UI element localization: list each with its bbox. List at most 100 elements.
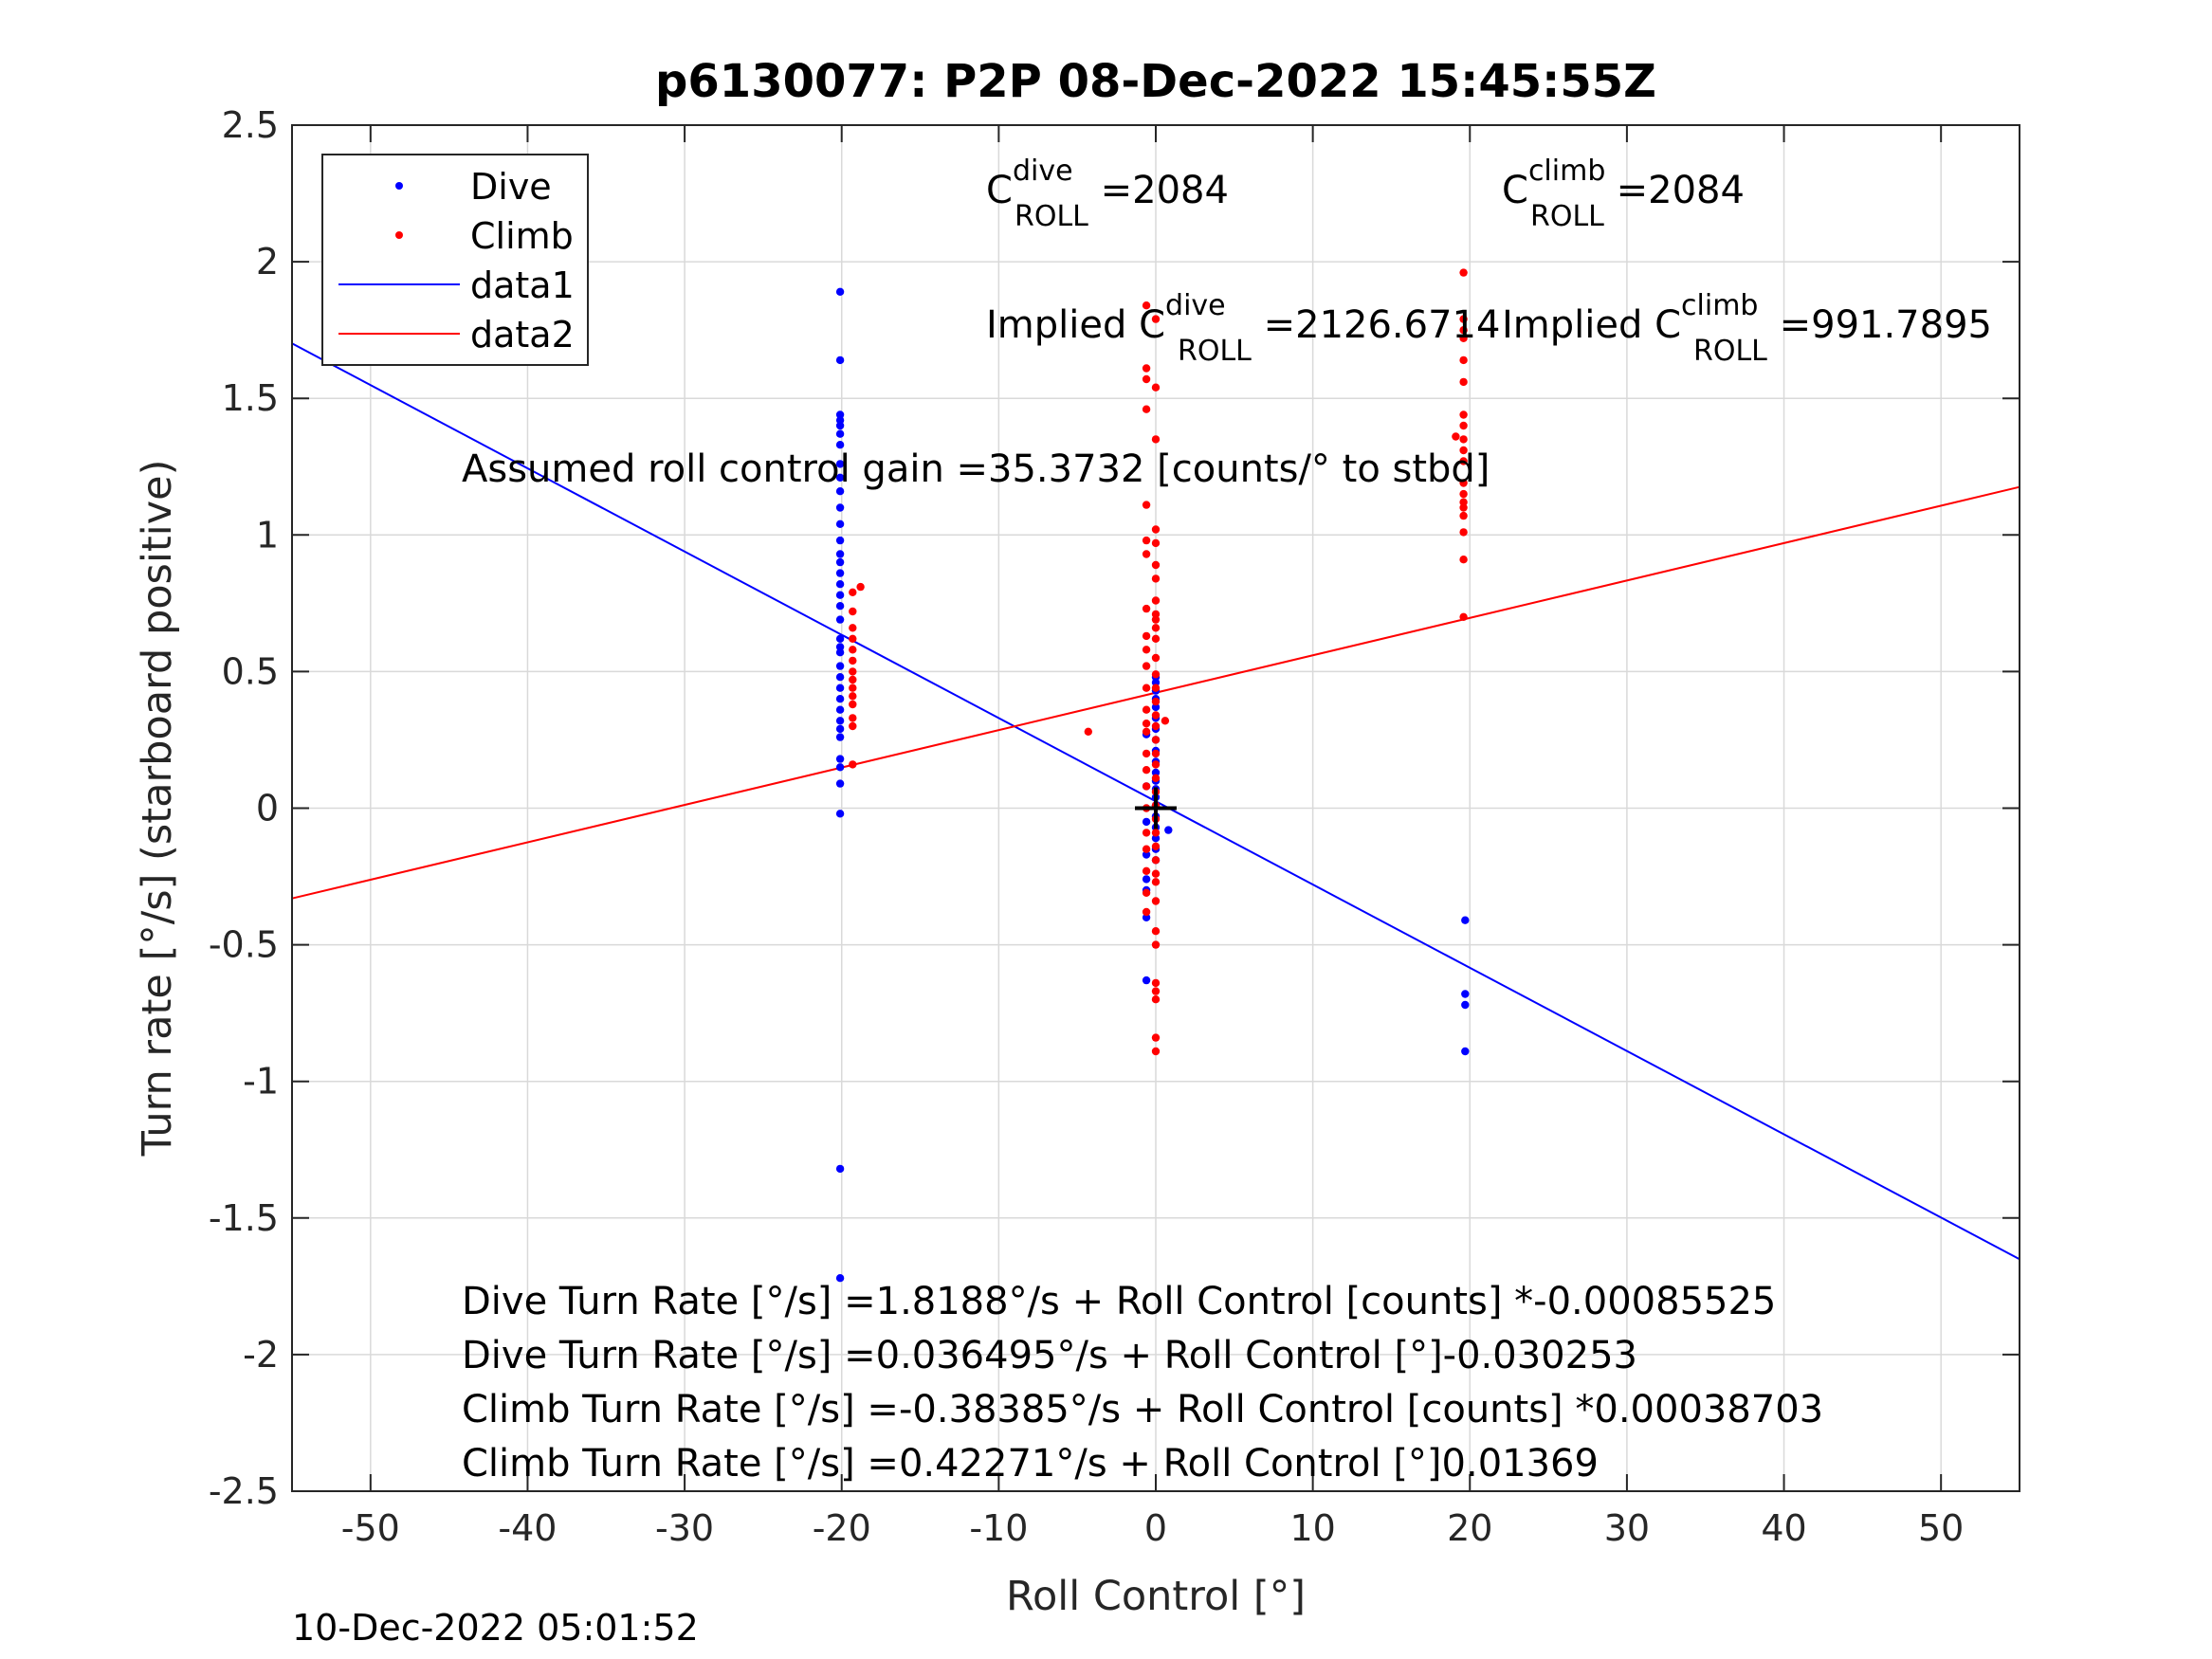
climb-point	[849, 588, 857, 596]
climb-point	[1142, 405, 1151, 413]
climb-point	[1459, 356, 1468, 365]
dive-point	[835, 591, 845, 599]
climb-point	[1452, 432, 1460, 441]
climb-point	[1459, 511, 1468, 520]
climb-point	[1142, 536, 1151, 545]
climb-point	[849, 700, 857, 709]
dive-point	[835, 724, 845, 734]
climb-point	[1151, 574, 1161, 583]
x-tick-label: -30	[655, 1507, 714, 1549]
dive-point	[835, 662, 845, 670]
dive-point	[835, 648, 845, 657]
climb-point	[1459, 421, 1468, 430]
dive-point	[835, 550, 845, 558]
climb-point	[1151, 711, 1161, 720]
dive-point	[835, 733, 845, 741]
c-dive-sup: dive	[1013, 155, 1073, 188]
implied-climb-base: Implied C	[1502, 303, 1681, 347]
dive-point	[835, 429, 845, 438]
legend-dive-marker	[395, 182, 403, 190]
implied-dive-annotation: Implied Cdive ROLL =2126.6714	[986, 289, 1500, 368]
dive-point	[1142, 975, 1151, 985]
c-climb-base: C	[1502, 169, 1528, 212]
chart-title: p6130077: P2P 08-Dec-2022 15:45:55Z	[655, 55, 1656, 108]
climb-point	[1142, 749, 1151, 758]
y-tick-label: -1.5	[209, 1197, 279, 1239]
tick-labels: -50 -40 -30 -20 -10 0 10 20 30 40 50-2.5-2-1.5-1-0…	[209, 104, 1965, 1549]
dive-point	[1142, 913, 1151, 921]
y-axis-label: Turn rate [°/s] (starboard positive)	[134, 460, 181, 1158]
climb-point	[849, 634, 857, 643]
climb-point	[1459, 489, 1468, 499]
climb-point	[1142, 646, 1151, 654]
climb-point	[1151, 897, 1161, 905]
climb-point	[1151, 670, 1161, 679]
climb-point	[1151, 736, 1161, 744]
climb-point	[1151, 927, 1161, 936]
climb-point	[1151, 842, 1161, 850]
climb-point	[1459, 556, 1468, 564]
legend-data1-label: data1	[470, 264, 575, 306]
climb-point	[849, 760, 857, 769]
y-tick-label: 0	[256, 788, 279, 830]
y-tick-label: -0.5	[209, 924, 279, 966]
y-tick-label: 2.5	[222, 104, 279, 146]
dive-point	[1461, 916, 1470, 924]
dive-point	[1151, 702, 1161, 712]
climb-point	[1142, 705, 1151, 714]
climb-point	[1151, 634, 1161, 643]
y-tick-label: 2	[256, 241, 279, 283]
c-climb-annotation: Cclimb ROLL =2084	[1502, 155, 1745, 233]
dive-point	[835, 755, 845, 763]
climb-point	[1142, 720, 1151, 728]
climb-point	[849, 656, 857, 665]
x-tick-label: 10	[1289, 1507, 1335, 1549]
c-dive-value: =2084	[1088, 169, 1229, 212]
c-climb-value: =2084	[1604, 169, 1745, 212]
dive-point	[835, 356, 845, 365]
dive-fit-counts-text: Dive Turn Rate [°/s] =1.8188°/s + Roll C…	[462, 1280, 1776, 1323]
climb-point	[1151, 995, 1161, 1004]
dive-point	[835, 287, 845, 296]
climb-point	[1459, 446, 1468, 455]
dive-point	[835, 421, 845, 430]
y-tick-label: 1.5	[222, 377, 279, 419]
climb-point	[849, 667, 857, 676]
implied-dive-sup: dive	[1165, 289, 1226, 322]
legend-climb-marker	[395, 231, 403, 239]
climb-point	[849, 607, 857, 616]
dive-point	[835, 503, 845, 512]
climb-point	[1151, 878, 1161, 886]
dive-point	[1164, 826, 1173, 834]
dive-point	[1151, 768, 1161, 777]
dive-point	[835, 520, 845, 528]
climb-point	[849, 684, 857, 692]
climb-point	[1142, 684, 1151, 692]
dive-point	[835, 460, 845, 468]
climb-point	[1151, 856, 1161, 865]
climb-point	[1151, 760, 1161, 769]
climb-point	[1151, 1033, 1161, 1042]
climb-point	[1459, 503, 1468, 512]
x-tick-label: -50	[341, 1507, 400, 1549]
dive-point	[835, 410, 845, 419]
climb-point	[1459, 268, 1468, 277]
climb-point	[1459, 528, 1468, 537]
dive-point	[835, 705, 845, 714]
dive-point	[835, 810, 845, 818]
climb-point	[1142, 866, 1151, 875]
climb-point	[1142, 550, 1151, 558]
legend-box	[321, 154, 589, 366]
climb-point	[1151, 525, 1161, 534]
climb-point	[1151, 987, 1161, 995]
dive-point	[835, 634, 845, 643]
implied-dive-sub: ROLL	[1178, 335, 1252, 368]
dive-point	[1461, 1047, 1470, 1056]
implied-climb-annotation: Implied Cclimb ROLL =991.7895	[1502, 289, 1992, 368]
dive-point	[835, 779, 845, 788]
legend: Dive Climb data1 data2	[321, 154, 589, 366]
dive-point	[835, 557, 845, 567]
climb-point	[1151, 653, 1161, 663]
climb-point	[1151, 315, 1161, 323]
